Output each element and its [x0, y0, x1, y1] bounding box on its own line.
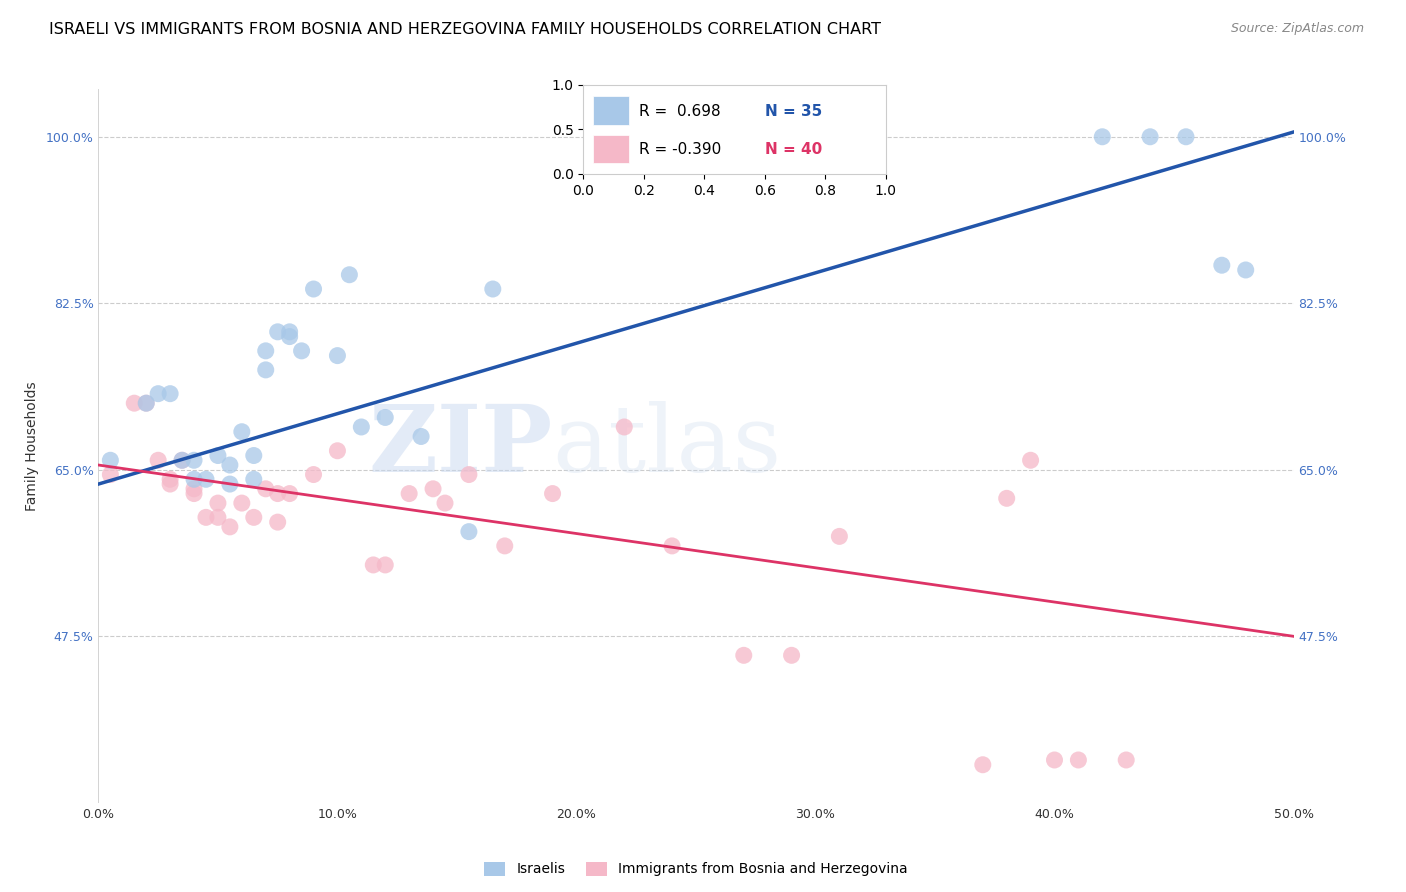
Point — [995, 491, 1018, 506]
Text: R =  0.698: R = 0.698 — [640, 104, 721, 119]
Point — [231, 496, 253, 510]
Point — [828, 529, 851, 543]
Point — [541, 486, 564, 500]
Point — [363, 558, 385, 572]
Point — [972, 757, 994, 772]
Text: ZIP: ZIP — [368, 401, 553, 491]
Point — [159, 477, 181, 491]
Point — [1019, 453, 1042, 467]
Point — [1067, 753, 1090, 767]
Point — [172, 453, 194, 467]
Point — [1043, 753, 1066, 767]
Point — [254, 343, 277, 358]
Point — [254, 363, 277, 377]
Point — [398, 486, 420, 500]
Point — [1211, 258, 1233, 272]
Point — [183, 486, 205, 500]
Point — [374, 558, 396, 572]
Point — [458, 524, 481, 539]
Point — [613, 420, 636, 434]
Point — [207, 496, 229, 510]
Point — [231, 425, 253, 439]
Point — [267, 486, 290, 500]
Point — [207, 510, 229, 524]
Point — [159, 386, 181, 401]
Point — [278, 325, 301, 339]
Point — [733, 648, 755, 663]
Point — [267, 515, 290, 529]
Point — [339, 268, 361, 282]
Point — [278, 486, 301, 500]
Point — [148, 453, 170, 467]
Text: Source: ZipAtlas.com: Source: ZipAtlas.com — [1230, 22, 1364, 36]
Point — [458, 467, 481, 482]
Point — [195, 510, 218, 524]
Text: atlas: atlas — [553, 401, 782, 491]
Point — [434, 496, 457, 510]
Point — [481, 282, 505, 296]
Point — [172, 453, 194, 467]
Point — [183, 453, 205, 467]
Point — [1091, 129, 1114, 144]
Bar — [592, 135, 628, 163]
Point — [326, 349, 349, 363]
Point — [207, 449, 229, 463]
Point — [135, 396, 157, 410]
Point — [302, 467, 325, 482]
Y-axis label: Family Households: Family Households — [25, 381, 39, 511]
Bar — [592, 96, 628, 125]
Point — [148, 386, 170, 401]
Point — [98, 453, 122, 467]
Text: ISRAELI VS IMMIGRANTS FROM BOSNIA AND HERZEGOVINA FAMILY HOUSEHOLDS CORRELATION : ISRAELI VS IMMIGRANTS FROM BOSNIA AND HE… — [49, 22, 882, 37]
Text: N = 35: N = 35 — [765, 104, 823, 119]
Point — [661, 539, 683, 553]
Point — [124, 396, 146, 410]
Point — [183, 482, 205, 496]
Legend: Israelis, Immigrants from Bosnia and Herzegovina: Israelis, Immigrants from Bosnia and Her… — [479, 856, 912, 882]
Point — [254, 482, 277, 496]
Point — [98, 467, 122, 482]
Point — [350, 420, 373, 434]
Point — [291, 343, 314, 358]
Point — [219, 458, 242, 472]
Point — [219, 477, 242, 491]
Point — [780, 648, 803, 663]
Point — [374, 410, 396, 425]
Point — [159, 472, 181, 486]
Point — [243, 472, 266, 486]
Point — [243, 449, 266, 463]
Point — [183, 472, 205, 486]
Point — [219, 520, 242, 534]
Point — [828, 129, 851, 144]
Point — [135, 396, 157, 410]
Point — [302, 282, 325, 296]
Text: R = -0.390: R = -0.390 — [640, 143, 721, 157]
Point — [1234, 263, 1257, 277]
Point — [326, 443, 349, 458]
Point — [195, 472, 218, 486]
Point — [1175, 129, 1198, 144]
Point — [494, 539, 516, 553]
Point — [804, 129, 827, 144]
Point — [267, 325, 290, 339]
Point — [1139, 129, 1161, 144]
Text: N = 40: N = 40 — [765, 143, 823, 157]
Point — [411, 429, 433, 443]
Point — [278, 329, 301, 343]
Point — [243, 510, 266, 524]
Point — [1115, 753, 1137, 767]
Point — [422, 482, 444, 496]
